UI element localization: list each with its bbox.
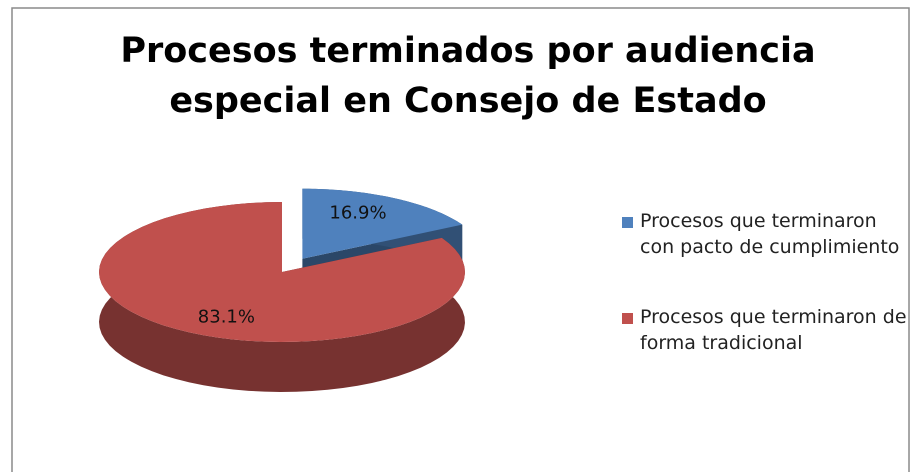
legend-swatch xyxy=(622,313,633,324)
slice-top xyxy=(302,188,463,259)
chart-title: Procesos terminados por audiencia especi… xyxy=(120,31,816,121)
slice xyxy=(99,202,465,392)
legend-label: Procesos que terminaron con pacto de cum… xyxy=(640,210,900,258)
slice-top xyxy=(99,202,465,342)
data-label: 16.9% xyxy=(329,202,386,223)
data-label: 83.1% xyxy=(198,306,255,327)
legend-swatch xyxy=(622,217,633,228)
pie xyxy=(99,188,465,392)
legend-label: Procesos que terminaron de forma tradici… xyxy=(640,306,907,354)
